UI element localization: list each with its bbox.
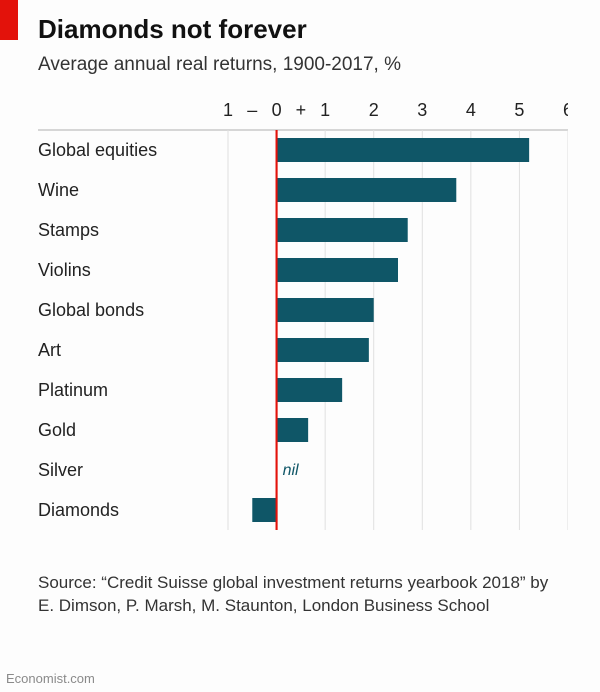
svg-text:1: 1 xyxy=(223,100,233,120)
chart-container: Diamonds not forever Average annual real… xyxy=(0,0,600,692)
svg-text:–: – xyxy=(247,100,257,120)
svg-text:Wine: Wine xyxy=(38,180,79,200)
svg-text:+: + xyxy=(296,100,307,120)
chart-svg: 1 0 1 2 3 4 5 6 – + Global equities Wine Stamps Violi… xyxy=(38,92,568,562)
svg-text:Violins: Violins xyxy=(38,260,91,280)
svg-text:3: 3 xyxy=(417,100,427,120)
svg-text:4: 4 xyxy=(466,100,476,120)
brand-red-tab xyxy=(0,0,18,40)
svg-text:Silver: Silver xyxy=(38,460,83,480)
chart-subtitle: Average annual real returns, 1900-2017, … xyxy=(38,54,401,76)
svg-text:2: 2 xyxy=(369,100,379,120)
svg-text:Art: Art xyxy=(38,340,61,360)
svg-text:nil: nil xyxy=(283,462,299,479)
svg-text:Global equities: Global equities xyxy=(38,140,157,160)
page-footer: Economist.com xyxy=(6,671,95,686)
svg-text:0: 0 xyxy=(272,100,282,120)
svg-text:Global bonds: Global bonds xyxy=(38,300,144,320)
svg-text:6: 6 xyxy=(563,100,568,120)
svg-text:Stamps: Stamps xyxy=(38,220,99,240)
svg-text:5: 5 xyxy=(514,100,524,120)
chart-title: Diamonds not forever xyxy=(38,14,307,45)
svg-text:Diamonds: Diamonds xyxy=(38,500,119,520)
svg-text:Platinum: Platinum xyxy=(38,380,108,400)
chart-plot-area: 1 0 1 2 3 4 5 6 – + Global equities Wine Stamps Violi… xyxy=(38,92,568,562)
chart-source: Source: “Credit Suisse global investment… xyxy=(38,572,558,618)
svg-text:1: 1 xyxy=(320,100,330,120)
svg-text:Gold: Gold xyxy=(38,420,76,440)
